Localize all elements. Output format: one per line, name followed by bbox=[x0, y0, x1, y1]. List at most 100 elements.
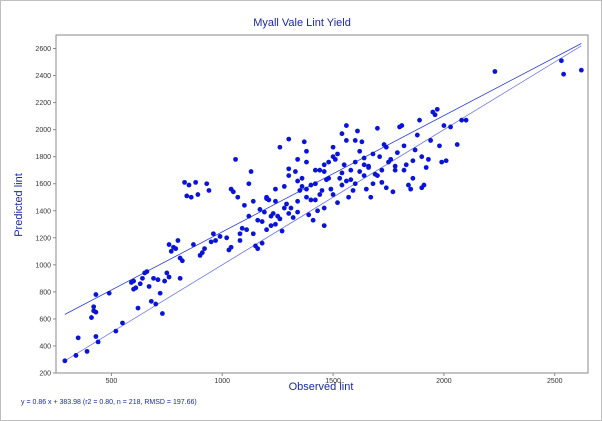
y-tick-label: 400 bbox=[39, 343, 51, 350]
data-point bbox=[184, 193, 190, 199]
data-point bbox=[250, 198, 256, 204]
data-point bbox=[443, 158, 449, 164]
data-point bbox=[368, 194, 374, 200]
data-point bbox=[408, 186, 414, 192]
data-point bbox=[166, 274, 172, 280]
data-point bbox=[339, 131, 345, 137]
data-point bbox=[273, 198, 278, 204]
data-point bbox=[75, 335, 81, 341]
data-point bbox=[255, 217, 261, 223]
data-point bbox=[350, 188, 356, 193]
data-point bbox=[330, 144, 336, 150]
data-point bbox=[210, 231, 216, 237]
data-point bbox=[93, 334, 99, 339]
data-point bbox=[312, 181, 318, 187]
data-point bbox=[164, 270, 170, 276]
data-point bbox=[273, 186, 278, 192]
data-point bbox=[399, 123, 405, 128]
data-point bbox=[193, 179, 199, 185]
data-point bbox=[91, 304, 97, 310]
data-point bbox=[343, 178, 349, 184]
data-point bbox=[273, 221, 278, 227]
data-point bbox=[230, 189, 236, 195]
data-point bbox=[179, 258, 185, 264]
data-point bbox=[366, 165, 371, 170]
data-point bbox=[310, 217, 316, 223]
data-point bbox=[339, 170, 345, 176]
data-point bbox=[299, 175, 305, 181]
data-point bbox=[432, 112, 438, 118]
data-point bbox=[401, 167, 407, 173]
data-point bbox=[301, 139, 307, 145]
data-point bbox=[304, 186, 309, 192]
data-point bbox=[191, 242, 196, 247]
data-point bbox=[62, 358, 68, 364]
y-tick-label: 1600 bbox=[35, 181, 51, 188]
data-point bbox=[286, 211, 292, 216]
data-point bbox=[204, 181, 210, 187]
data-point bbox=[295, 178, 301, 184]
data-point bbox=[268, 223, 274, 229]
data-point bbox=[326, 159, 332, 165]
data-point bbox=[348, 167, 354, 173]
data-point bbox=[363, 186, 369, 192]
data-point bbox=[410, 158, 416, 164]
data-point bbox=[208, 239, 214, 245]
data-point bbox=[93, 292, 99, 297]
data-point bbox=[239, 225, 245, 231]
data-point bbox=[293, 169, 298, 174]
data-point bbox=[277, 144, 283, 150]
x-tick-label: 2500 bbox=[547, 378, 563, 385]
data-point bbox=[84, 348, 90, 354]
data-point bbox=[297, 188, 303, 193]
data-point bbox=[246, 181, 252, 187]
data-point bbox=[213, 238, 219, 243]
y-tick-label: 1400 bbox=[35, 208, 51, 215]
data-point bbox=[417, 117, 422, 123]
data-point bbox=[199, 250, 205, 256]
data-point bbox=[370, 151, 376, 157]
data-point bbox=[177, 275, 183, 281]
data-point bbox=[379, 167, 385, 173]
data-point bbox=[321, 223, 327, 229]
x-axis-label: Observed lint bbox=[289, 381, 354, 393]
data-point bbox=[228, 244, 234, 250]
data-point bbox=[224, 235, 230, 241]
data-point bbox=[295, 156, 301, 162]
data-point bbox=[295, 209, 301, 215]
data-point bbox=[233, 156, 238, 162]
data-point bbox=[352, 159, 358, 165]
data-point bbox=[173, 246, 179, 252]
data-point bbox=[286, 173, 292, 179]
y-tick-label: 1800 bbox=[35, 154, 51, 161]
data-point bbox=[434, 106, 440, 112]
data-point bbox=[217, 234, 223, 239]
data-point bbox=[304, 159, 309, 165]
y-tick-label: 2200 bbox=[35, 100, 51, 107]
data-point bbox=[270, 211, 276, 216]
data-point bbox=[441, 123, 447, 128]
data-point bbox=[352, 138, 358, 143]
data-point bbox=[290, 215, 296, 220]
regression-line bbox=[64, 43, 582, 315]
data-point bbox=[73, 353, 79, 358]
data-point bbox=[188, 194, 194, 200]
data-point bbox=[144, 269, 150, 274]
data-point bbox=[343, 123, 349, 128]
data-point bbox=[321, 162, 327, 168]
data-point bbox=[264, 227, 269, 233]
data-point bbox=[330, 192, 336, 197]
data-point bbox=[160, 311, 165, 316]
data-point bbox=[390, 189, 396, 195]
data-point bbox=[317, 167, 323, 173]
y-tick-label: 2600 bbox=[35, 46, 51, 53]
data-point bbox=[375, 125, 380, 131]
data-point bbox=[437, 143, 442, 149]
chart-title: Myall Vale Lint Yield bbox=[253, 17, 351, 29]
data-point bbox=[259, 219, 265, 224]
data-point bbox=[264, 194, 269, 200]
data-point bbox=[352, 181, 358, 187]
data-point bbox=[135, 305, 141, 311]
data-point bbox=[388, 156, 394, 162]
data-point bbox=[383, 185, 389, 191]
